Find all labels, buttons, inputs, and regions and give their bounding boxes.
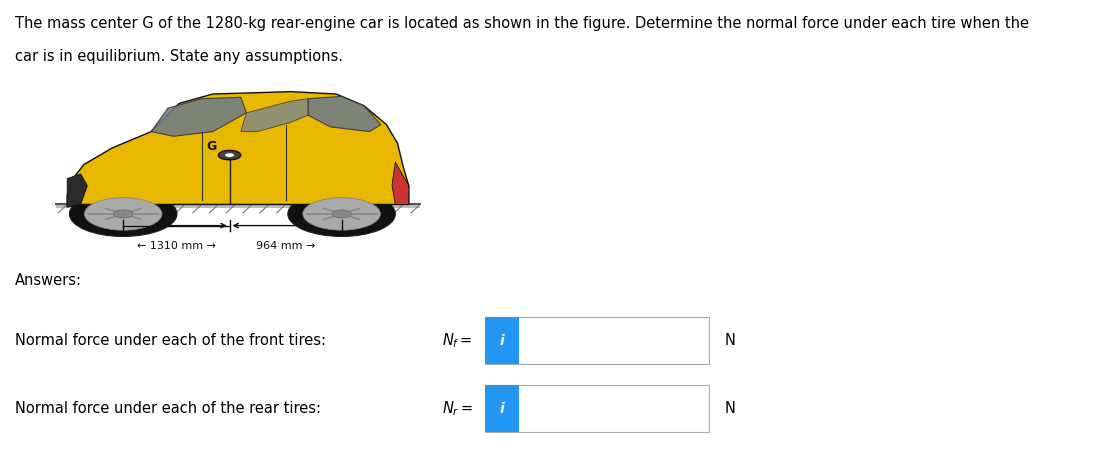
Text: ← 1310 mm →: ← 1310 mm → [137,241,216,251]
Polygon shape [151,97,246,136]
Polygon shape [241,99,308,132]
FancyBboxPatch shape [485,317,519,364]
Circle shape [84,198,162,230]
Text: $N_r=$: $N_r=$ [442,400,474,418]
Text: G: G [206,140,216,153]
FancyBboxPatch shape [485,385,709,432]
Circle shape [302,198,381,230]
Text: N: N [725,401,736,416]
Text: i: i [500,402,504,416]
Text: Answers:: Answers: [15,273,82,288]
Circle shape [69,191,177,236]
Polygon shape [392,162,409,204]
Text: car is in equilibrium. State any assumptions.: car is in equilibrium. State any assumpt… [15,49,343,64]
Text: $N_f=$: $N_f=$ [442,331,473,350]
Text: Normal force under each of the rear tires:: Normal force under each of the rear tire… [15,401,320,416]
Text: Normal force under each of the front tires:: Normal force under each of the front tir… [15,333,326,348]
Circle shape [332,210,352,218]
Circle shape [113,210,133,218]
Circle shape [288,191,395,236]
Circle shape [218,150,241,160]
Polygon shape [308,96,381,132]
Text: N: N [725,333,736,348]
Bar [56,203,420,208]
Circle shape [225,153,234,157]
Polygon shape [67,92,409,207]
Text: The mass center G of the 1280-kg rear-engine car is located as shown in the figu: The mass center G of the 1280-kg rear-en… [15,16,1028,31]
Text: 964 mm →: 964 mm → [255,241,316,251]
FancyBboxPatch shape [485,385,519,432]
Text: i: i [500,334,504,348]
FancyBboxPatch shape [485,317,709,364]
Polygon shape [67,174,87,207]
